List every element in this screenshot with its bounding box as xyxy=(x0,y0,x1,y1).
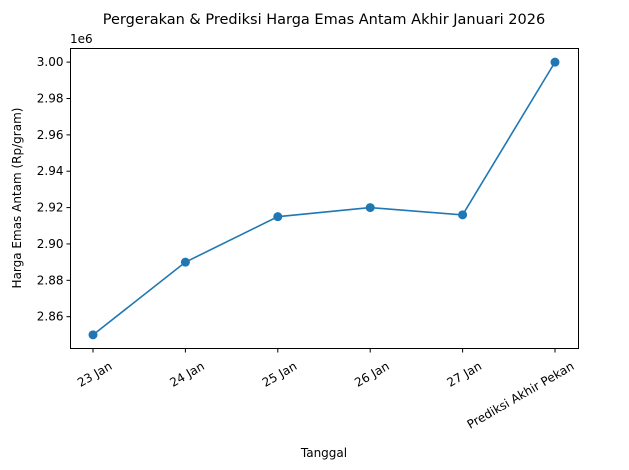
x-tick-label: 23 Jan xyxy=(75,359,115,390)
x-tick-label: 27 Jan xyxy=(445,359,485,390)
y-axis-title: Harga Emas Antam (Rp/gram) xyxy=(10,108,24,289)
y-tick-label: 2.90 xyxy=(37,237,64,251)
data-point-marker xyxy=(273,212,283,222)
series-line xyxy=(92,61,556,336)
data-point-marker xyxy=(458,210,468,220)
plot-area xyxy=(88,57,560,340)
chart-title: Pergerakan & Prediksi Harga Emas Antam A… xyxy=(103,12,545,28)
y-axis: 2.86 2.88 2.90 2.92 2.94 2.96 2.98 3.00 xyxy=(37,55,71,324)
data-point-marker xyxy=(365,203,375,213)
x-axis-title: Tanggal xyxy=(300,446,347,460)
y-tick-label: 2.86 xyxy=(37,310,64,324)
y-tick-label: 2.88 xyxy=(37,273,64,287)
x-tick-label: 24 Jan xyxy=(167,359,207,390)
y-tick-label: 2.94 xyxy=(37,164,64,178)
y-tick-label: 2.96 xyxy=(37,128,64,142)
y-tick-label: 2.92 xyxy=(37,201,64,215)
axes-frame xyxy=(70,48,579,349)
x-tick-label: 25 Jan xyxy=(260,359,300,390)
y-offset-label: 1e6 xyxy=(70,32,93,46)
data-point-marker xyxy=(88,330,98,340)
y-tick-label: 3.00 xyxy=(37,55,64,69)
y-tick-label: 2.98 xyxy=(37,92,64,106)
data-point-marker xyxy=(180,257,190,267)
data-point-marker xyxy=(550,57,560,67)
x-tick-label: 26 Jan xyxy=(352,359,392,390)
